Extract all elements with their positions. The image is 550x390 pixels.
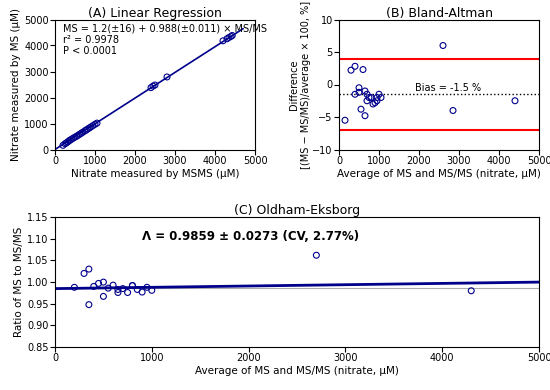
Point [227,33,235,39]
Point [148,83,157,89]
X-axis label: Nitrate measured by MSMS (μM): Nitrate measured by MSMS (μM) [71,168,239,179]
Point [128,282,137,289]
Point [362,91,371,98]
Point [346,67,355,73]
Point [372,98,381,104]
Point [86,124,95,130]
Point [377,94,386,101]
Point [147,287,156,293]
Point [138,289,146,295]
Point [355,85,364,91]
Point [62,140,70,146]
Point [118,285,127,292]
Point [74,132,82,138]
Text: Λ = 0.9859 ± 0.0273 (CV, 2.77%): Λ = 0.9859 ± 0.0273 (CV, 2.77%) [142,230,359,243]
Y-axis label: Difference
[(MS − MS/MS)/average × 100, %]: Difference [(MS − MS/MS)/average × 100, … [289,0,311,168]
Point [312,252,321,258]
Point [375,91,383,98]
Point [92,120,101,126]
Point [467,288,476,294]
Text: MS = 1.2(±16) + 0.988(±0.011) × MS/MS: MS = 1.2(±16) + 0.988(±0.011) × MS/MS [63,23,267,34]
Point [85,301,94,308]
Point [362,98,371,104]
Point [91,121,100,128]
Point [81,128,90,134]
Point [123,289,132,296]
Point [218,38,227,44]
Y-axis label: Nitrate measured by MS (μM): Nitrate measured by MS (μM) [12,8,21,161]
Title: (B) Bland-Altman: (B) Bland-Altman [386,7,492,20]
Point [223,35,232,42]
Point [228,32,236,39]
Point [355,89,364,96]
Point [356,106,365,112]
Point [359,66,367,73]
Point [79,129,87,135]
Point [75,131,84,137]
Point [368,101,377,107]
X-axis label: Average of MS and MS/MS (nitrate, μM): Average of MS and MS/MS (nitrate, μM) [195,366,399,376]
Point [66,137,75,143]
Point [89,122,97,129]
Point [367,94,376,101]
X-axis label: Average of MS and MS/MS (nitrate, μM): Average of MS and MS/MS (nitrate, μM) [337,168,541,179]
Point [365,94,373,101]
Point [147,85,156,91]
Point [70,134,79,140]
Point [109,282,118,288]
Point [70,284,79,291]
Point [142,284,151,291]
Point [104,285,113,291]
Point [69,135,78,141]
Point [361,88,370,94]
Point [77,130,86,136]
Point [89,283,98,289]
Point [84,126,92,132]
Point [371,99,380,106]
Y-axis label: Ratio of MS to MS/MS: Ratio of MS to MS/MS [14,227,24,337]
Point [163,74,172,80]
Point [361,113,370,119]
Point [64,138,73,144]
Point [510,98,519,104]
Point [72,133,81,139]
Point [128,282,137,289]
Point [438,43,447,49]
Point [350,91,359,98]
Point [99,279,108,285]
Point [85,266,94,272]
Point [59,142,68,149]
Text: P < 0.0001: P < 0.0001 [63,46,117,55]
Point [99,293,108,300]
Point [85,125,94,131]
Point [60,141,69,147]
Point [82,127,91,133]
Point [113,286,122,292]
Point [372,94,381,101]
Point [133,286,142,292]
Point [63,139,72,145]
Point [113,289,122,296]
Text: Bias = -1.5 %: Bias = -1.5 % [415,83,481,93]
Point [80,270,89,277]
Point [151,82,160,88]
Title: (C) Oldham-Eksborg: (C) Oldham-Eksborg [234,204,360,217]
Point [449,107,458,113]
Point [224,34,233,41]
Point [94,280,103,287]
Point [68,136,76,142]
Text: r² = 0.9978: r² = 0.9978 [63,35,119,45]
Title: (A) Linear Regression: (A) Linear Regression [88,7,222,20]
Point [350,63,359,69]
Point [340,117,349,123]
